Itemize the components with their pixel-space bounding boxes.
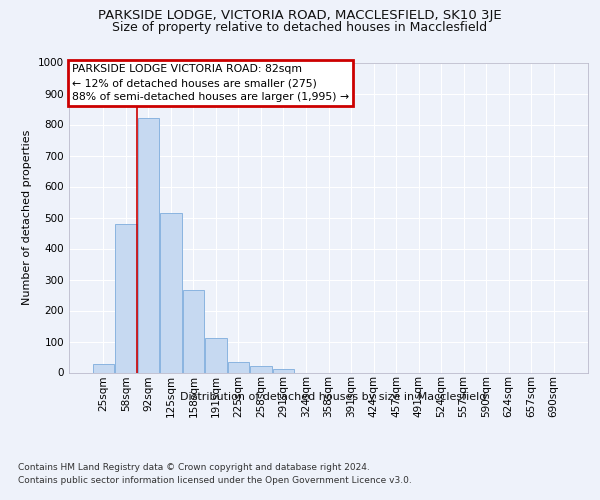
Bar [182, 290, 204, 372]
Bar [160, 213, 182, 372]
Y-axis label: Number of detached properties: Number of detached properties [22, 130, 32, 305]
Bar [205, 338, 227, 372]
Bar [250, 366, 272, 372]
Text: PARKSIDE LODGE VICTORIA ROAD: 82sqm
← 12% of detached houses are smaller (275)
8: PARKSIDE LODGE VICTORIA ROAD: 82sqm ← 12… [71, 64, 349, 102]
Text: Distribution of detached houses by size in Macclesfield: Distribution of detached houses by size … [180, 392, 486, 402]
Bar [273, 370, 294, 372]
Bar [137, 118, 159, 372]
Bar [228, 362, 249, 372]
Text: Contains HM Land Registry data © Crown copyright and database right 2024.: Contains HM Land Registry data © Crown c… [18, 462, 370, 471]
Bar [115, 224, 137, 372]
Text: Size of property relative to detached houses in Macclesfield: Size of property relative to detached ho… [112, 22, 488, 35]
Text: PARKSIDE LODGE, VICTORIA ROAD, MACCLESFIELD, SK10 3JE: PARKSIDE LODGE, VICTORIA ROAD, MACCLESFI… [98, 9, 502, 22]
Bar [92, 364, 114, 372]
Text: Contains public sector information licensed under the Open Government Licence v3: Contains public sector information licen… [18, 476, 412, 485]
